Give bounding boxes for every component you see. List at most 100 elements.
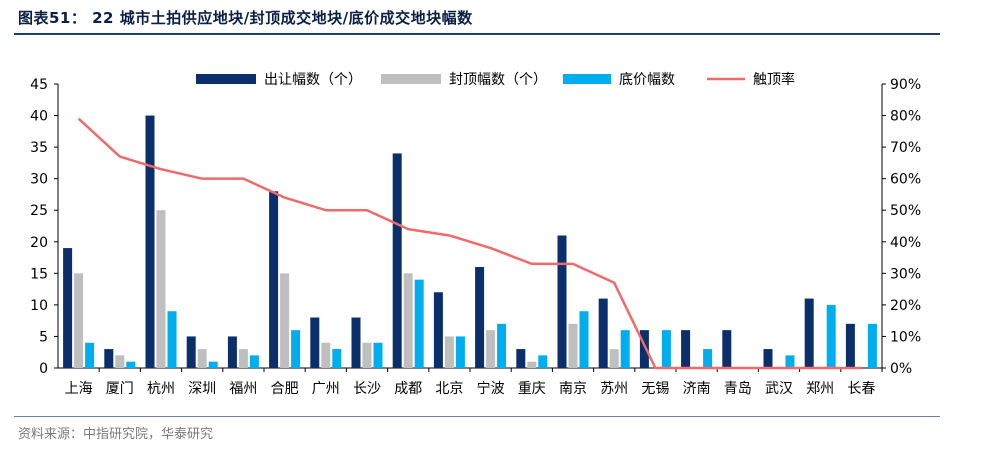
- bar-1: [351, 317, 361, 368]
- y-left-tick-label: 20: [30, 235, 48, 251]
- x-tick-label: 重庆: [518, 381, 546, 397]
- bar-2: [362, 342, 372, 368]
- bar-3: [826, 304, 836, 368]
- line-series-rate: [77, 117, 862, 370]
- bar-3: [703, 349, 713, 368]
- y-left-tick-label: 35: [30, 140, 48, 156]
- bar-3: [373, 342, 383, 368]
- bar-1: [433, 292, 443, 368]
- y-right-tick-label: 80%: [890, 109, 921, 125]
- bar-2: [403, 273, 413, 368]
- chart-title: 图表51： 22 城市土拍供应地块/封顶成交地块/底价成交地块幅数: [18, 9, 473, 27]
- legend-swatch: [381, 74, 441, 84]
- y-left-tick-label: 10: [30, 298, 48, 314]
- title-rule: [14, 33, 940, 35]
- y-left-tick-label: 30: [30, 172, 48, 188]
- bar-3: [455, 336, 465, 368]
- x-tick-label: 长春: [847, 381, 875, 397]
- y-left-tick-label: 15: [30, 266, 48, 282]
- legend-label: 底价幅数: [619, 72, 675, 88]
- bar-2: [280, 273, 290, 368]
- y-right-tick-label: 30%: [890, 266, 921, 282]
- y-left-tick-label: 5: [39, 329, 48, 345]
- x-tick-label: 杭州: [147, 381, 175, 397]
- bar-1: [681, 330, 691, 368]
- bar-1: [804, 298, 814, 368]
- bar-3: [867, 323, 877, 368]
- x-tick-label: 合肥: [271, 381, 299, 397]
- x-tick-label: 长沙: [353, 381, 381, 397]
- y-right-tick-label: 70%: [890, 140, 921, 156]
- bar-1: [186, 336, 196, 368]
- bar-1: [845, 323, 855, 368]
- y-left-tick-label: 40: [30, 109, 48, 125]
- x-tick-label: 上海: [65, 381, 93, 397]
- bar-1: [516, 349, 526, 368]
- bar-2: [568, 323, 578, 368]
- bar-2: [197, 349, 207, 368]
- x-tick-label: 济南: [683, 381, 711, 397]
- y-right-tick-label: 40%: [890, 235, 921, 251]
- y-right-tick-label: 10%: [890, 329, 921, 345]
- bar-2: [238, 349, 248, 368]
- bar-2: [115, 355, 125, 368]
- bar-1: [63, 248, 73, 368]
- x-tick-label: 北京: [435, 381, 463, 397]
- y-left-tick-label: 25: [30, 203, 48, 219]
- y-right-tick-label: 90%: [890, 77, 921, 93]
- bar-1: [639, 330, 649, 368]
- x-tick-label: 广州: [312, 381, 340, 397]
- x-tick-label: 无锡: [641, 381, 669, 397]
- bar-1: [310, 317, 320, 368]
- bar-1: [763, 349, 773, 368]
- bar-2: [527, 361, 537, 368]
- bar-3: [538, 355, 548, 368]
- x-tick-label: 成都: [394, 381, 422, 397]
- bar-1: [722, 330, 732, 368]
- legend-label: 触顶率: [753, 71, 795, 88]
- legend-label: 出让幅数（个）: [264, 72, 362, 88]
- bar-3: [497, 323, 507, 368]
- x-tick-label: 宁波: [477, 380, 505, 397]
- bar-3: [85, 342, 95, 368]
- legend-swatch: [196, 74, 256, 84]
- bar-2: [486, 330, 496, 368]
- y-right-tick-label: 60%: [890, 172, 921, 188]
- bar-3: [579, 311, 589, 368]
- bar-1: [557, 235, 567, 368]
- source-note: 资料来源：中指研究院，华泰研究: [18, 427, 214, 442]
- bar-3: [414, 279, 424, 368]
- x-tick-label: 武汉: [765, 381, 793, 397]
- x-tick-label: 青岛: [724, 381, 752, 397]
- bar-3: [332, 349, 342, 368]
- bar-2: [156, 210, 166, 368]
- x-tick-label: 福州: [229, 381, 257, 397]
- x-tick-label: 郑州: [806, 381, 834, 397]
- y-right-tick-label: 50%: [890, 203, 921, 219]
- legend-label: 封顶幅数（个）: [449, 72, 547, 88]
- bar-3: [249, 355, 259, 368]
- bar-1: [269, 191, 279, 368]
- bar-2: [444, 336, 454, 368]
- y-left-tick-label: 45: [30, 77, 48, 93]
- bar-3: [620, 330, 630, 368]
- bar-3: [167, 311, 177, 368]
- bar-1: [392, 153, 402, 368]
- x-tick-label: 南京: [559, 381, 587, 397]
- footer-rule: [14, 416, 940, 417]
- bar-3: [661, 330, 671, 368]
- bar-1: [227, 336, 237, 368]
- x-tick-label: 苏州: [600, 381, 628, 397]
- x-tick-label: 厦门: [106, 381, 134, 397]
- x-tick-label: 深圳: [188, 381, 216, 397]
- bar-2: [74, 273, 84, 368]
- bar-2: [321, 342, 331, 368]
- bar-3: [785, 355, 795, 368]
- bar-1: [598, 298, 608, 368]
- bar-1: [145, 115, 155, 368]
- legend-swatch: [563, 74, 611, 84]
- y-right-tick-label: 20%: [890, 298, 921, 314]
- bar-1: [475, 267, 485, 368]
- y-left-tick-label: 0: [39, 361, 48, 377]
